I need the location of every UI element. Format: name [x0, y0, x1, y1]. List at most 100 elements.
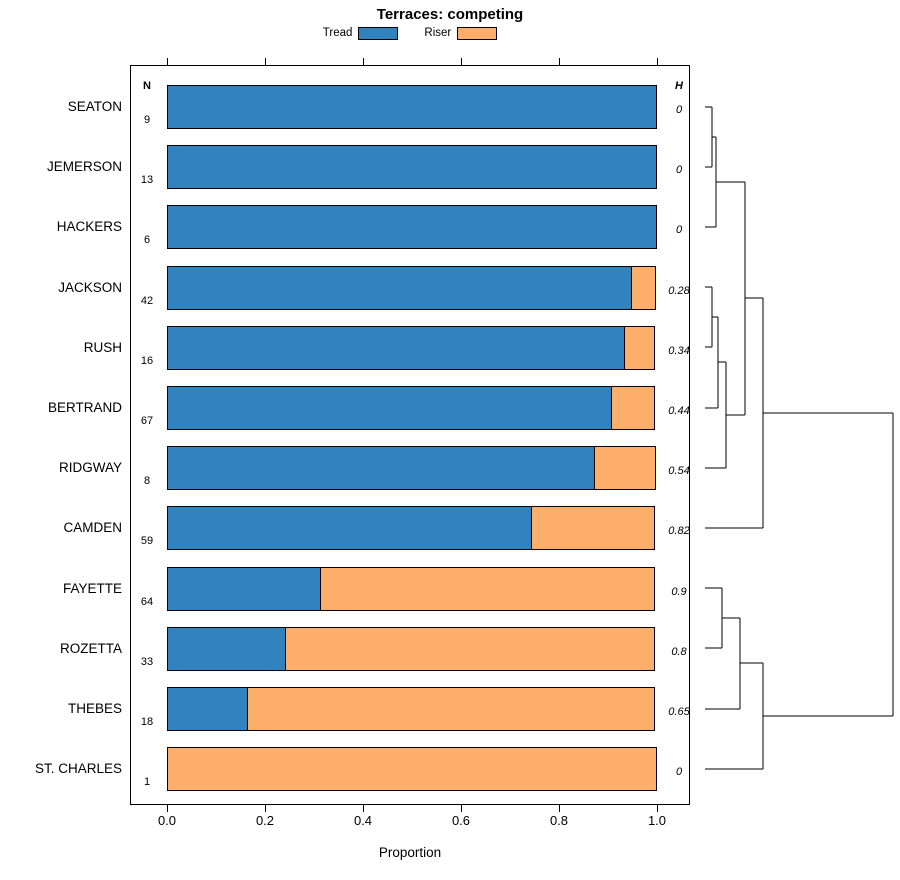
- x-tick-top: [657, 58, 658, 65]
- h-value: 0: [675, 164, 683, 177]
- stacked-bar: [167, 85, 657, 129]
- bar-riser-segment: [611, 386, 656, 430]
- x-tick-label: 0.6: [451, 813, 471, 828]
- bar-tread-segment: [167, 626, 287, 671]
- n-value: 9: [143, 114, 151, 126]
- h-value: 0.65: [668, 706, 690, 718]
- stacked-bar: [167, 145, 657, 190]
- stacked-bar: [167, 566, 657, 611]
- legend-item-riser: Riser: [424, 26, 498, 40]
- bar-riser-segment: [247, 687, 656, 731]
- bar-tread-segment: [167, 446, 596, 491]
- row-label: HACKERS: [56, 219, 122, 235]
- legend-swatch-riser: [457, 26, 498, 40]
- bar-riser-segment: [530, 506, 656, 551]
- stacked-bar: [167, 446, 657, 491]
- n-value: 16: [140, 354, 154, 367]
- row-label: RIDGWAY: [59, 460, 122, 476]
- stacked-bar: [167, 386, 657, 430]
- h-value: 0.8: [671, 645, 687, 658]
- n-value: 1: [143, 776, 151, 789]
- legend-swatch-tread: [358, 26, 399, 40]
- n-value: 42: [140, 294, 154, 307]
- column-header-h: H: [675, 80, 683, 92]
- h-value: 0: [675, 224, 683, 237]
- h-value: 0.54: [668, 465, 690, 478]
- row-label: JEMERSON: [46, 159, 122, 175]
- bar-tread-segment: [167, 687, 249, 731]
- bar-riser-segment: [284, 626, 656, 671]
- x-tick-bottom: [461, 805, 462, 812]
- bar-riser-segment: [319, 566, 656, 611]
- bar-tread-segment: [167, 566, 322, 611]
- stacked-bar: [167, 325, 657, 370]
- x-tick-top: [559, 58, 560, 65]
- x-tick-top: [461, 58, 462, 65]
- legend-label: Tread: [322, 27, 353, 39]
- bar-riser-segment: [623, 325, 656, 370]
- row-label: CAMDEN: [63, 520, 122, 536]
- x-tick-label: 0.2: [255, 813, 275, 828]
- h-value: 0: [675, 104, 683, 116]
- n-value: 13: [140, 174, 154, 187]
- stacked-bar: [167, 506, 657, 551]
- bar-tread-segment: [167, 85, 657, 129]
- x-tick-label: 0.0: [157, 813, 177, 828]
- legend-label: Riser: [424, 27, 452, 39]
- h-value: 0.9: [671, 585, 687, 598]
- row-label: SEATON: [67, 99, 122, 114]
- column-header-n: N: [143, 80, 151, 92]
- stacked-bar: [167, 626, 657, 671]
- bar-riser-segment: [631, 265, 656, 310]
- x-tick-top: [265, 58, 266, 65]
- legend-item-tread: Tread: [322, 26, 399, 40]
- x-tick-bottom: [657, 805, 658, 812]
- stacked-bar: [167, 747, 657, 792]
- h-value: 0.82: [668, 525, 690, 538]
- stacked-bar: [167, 205, 657, 250]
- bar-tread-segment: [167, 265, 633, 310]
- n-value: 6: [143, 234, 151, 247]
- bar-riser-segment: [167, 747, 657, 792]
- row-label: FAYETTE: [62, 580, 122, 596]
- x-tick-label: 0.4: [353, 813, 373, 828]
- chart-title: Terraces: competing: [376, 6, 524, 23]
- x-tick-label: 0.8: [549, 813, 569, 828]
- bar-tread-segment: [167, 145, 657, 190]
- dendrogram: [705, 106, 894, 770]
- h-value: 0.34: [668, 344, 690, 357]
- row-label: ST. CHARLES: [34, 761, 122, 777]
- row-label: RUSH: [83, 339, 122, 355]
- n-value: 18: [140, 716, 154, 728]
- plot-frame: [130, 65, 690, 805]
- stacked-bar: [167, 265, 657, 310]
- bar-tread-segment: [167, 386, 613, 430]
- stacked-bar: [167, 687, 657, 731]
- x-tick-bottom: [559, 805, 560, 812]
- x-tick-label: 1.0: [647, 813, 667, 828]
- x-axis-label: Proportion: [378, 845, 442, 860]
- h-value: 0.44: [668, 405, 690, 417]
- h-value: 0.28: [668, 284, 690, 297]
- x-tick-bottom: [363, 805, 364, 812]
- x-tick-top: [167, 58, 168, 65]
- n-value: 33: [140, 655, 154, 668]
- bar-tread-segment: [167, 506, 533, 551]
- row-label: ROZETTA: [60, 640, 122, 656]
- x-tick-bottom: [167, 805, 168, 812]
- bar-riser-segment: [594, 446, 656, 491]
- bar-tread-segment: [167, 205, 657, 250]
- row-label: JACKSON: [58, 279, 122, 295]
- legend: Tread Riser: [130, 25, 690, 41]
- n-value: 64: [140, 595, 154, 608]
- x-tick-bottom: [265, 805, 266, 812]
- x-tick-top: [363, 58, 364, 65]
- n-value: 67: [140, 415, 154, 427]
- row-label: BERTRAND: [47, 400, 122, 415]
- h-value: 0: [675, 766, 683, 779]
- n-value: 8: [143, 475, 151, 488]
- row-label: THEBES: [67, 701, 122, 716]
- n-value: 59: [140, 535, 154, 548]
- bar-tread-segment: [167, 325, 626, 370]
